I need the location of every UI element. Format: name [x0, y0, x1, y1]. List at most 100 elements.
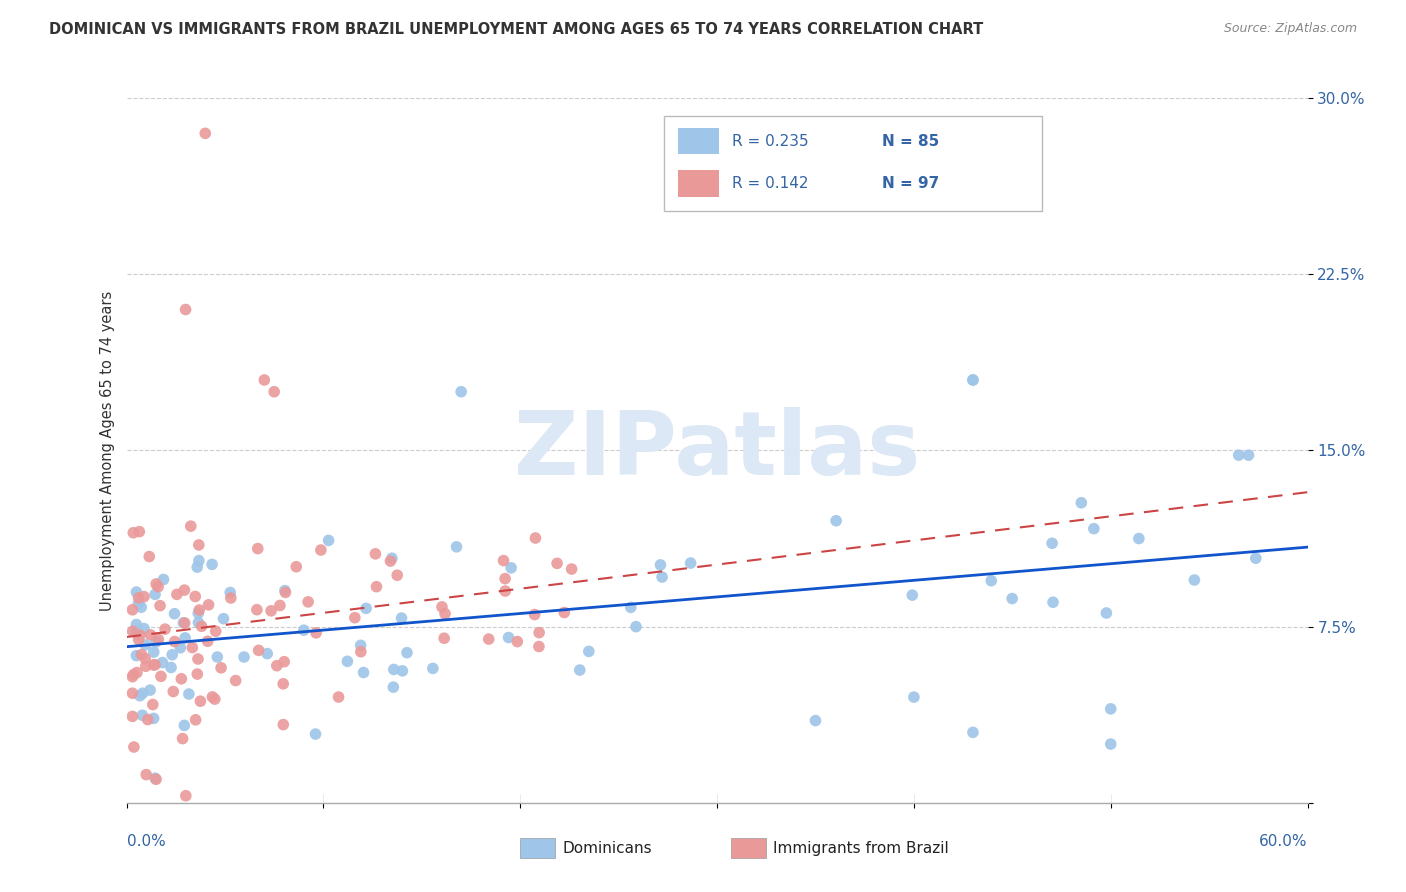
Point — [292, 623, 315, 637]
Point — [135, 767, 157, 781]
Point — [163, 634, 186, 648]
Point — [309, 543, 332, 558]
Point — [186, 667, 208, 681]
Point — [679, 556, 702, 570]
Point — [134, 638, 156, 652]
Point — [184, 590, 207, 604]
Point — [125, 617, 148, 632]
Point — [546, 557, 568, 571]
Point — [336, 654, 359, 668]
Point — [353, 665, 375, 680]
Point — [650, 558, 672, 572]
Point — [172, 731, 194, 746]
Point — [568, 663, 591, 677]
Point — [962, 373, 984, 387]
Point — [962, 373, 984, 387]
Point — [343, 610, 366, 624]
Point — [246, 603, 269, 617]
Point — [194, 127, 217, 141]
Point — [121, 686, 143, 700]
Text: 60.0%: 60.0% — [1260, 834, 1308, 849]
Point — [271, 717, 294, 731]
Point — [125, 648, 148, 663]
Point — [391, 611, 413, 625]
Point — [162, 684, 184, 698]
Point — [501, 561, 523, 575]
Point — [174, 302, 197, 317]
Point — [149, 669, 172, 683]
Point — [190, 619, 212, 633]
Point — [160, 660, 183, 674]
Point — [177, 687, 200, 701]
Text: Dominicans: Dominicans — [562, 841, 652, 855]
Point — [269, 599, 291, 613]
Point — [260, 604, 283, 618]
Point — [1095, 606, 1118, 620]
Point — [624, 620, 647, 634]
Point — [122, 739, 145, 754]
Point — [174, 789, 197, 803]
Point — [122, 667, 145, 681]
Text: N = 97: N = 97 — [883, 176, 939, 191]
Point — [253, 373, 276, 387]
Point — [122, 525, 145, 540]
Point — [523, 607, 546, 622]
Point — [149, 599, 172, 613]
Point — [364, 547, 387, 561]
Text: ZIPatlas: ZIPatlas — [515, 407, 920, 494]
Point — [169, 640, 191, 655]
Point — [382, 662, 405, 676]
Point — [143, 771, 166, 785]
Point — [134, 651, 156, 665]
Point — [1182, 573, 1205, 587]
Point — [1083, 522, 1105, 536]
Point — [271, 677, 294, 691]
Point — [305, 625, 328, 640]
Point — [125, 626, 148, 640]
Point — [350, 638, 373, 652]
Point — [143, 657, 166, 672]
Point — [187, 652, 209, 666]
Point — [274, 583, 297, 598]
Point — [247, 643, 270, 657]
Point — [129, 628, 152, 642]
Point — [190, 694, 212, 708]
Point — [395, 646, 418, 660]
Point — [962, 725, 984, 739]
Text: Immigrants from Brazil: Immigrants from Brazil — [773, 841, 949, 855]
Point — [1099, 737, 1122, 751]
Point — [651, 570, 673, 584]
Point — [166, 587, 188, 601]
Point — [380, 554, 402, 568]
Point — [494, 572, 516, 586]
Text: R = 0.235: R = 0.235 — [733, 134, 808, 149]
Point — [1099, 702, 1122, 716]
Point — [233, 650, 256, 665]
Point — [142, 711, 165, 725]
Point — [142, 658, 165, 673]
Text: R = 0.142: R = 0.142 — [733, 176, 808, 191]
Point — [219, 585, 242, 599]
Point — [131, 708, 153, 723]
Point — [804, 714, 827, 728]
Point — [263, 384, 285, 399]
Point — [391, 664, 413, 678]
Point — [433, 631, 456, 645]
Point — [201, 690, 224, 704]
Point — [145, 577, 167, 591]
Point — [125, 665, 148, 680]
Point — [434, 607, 457, 621]
Point — [201, 558, 224, 572]
Point — [620, 600, 643, 615]
Point — [132, 622, 155, 636]
Point — [132, 590, 155, 604]
Point — [494, 584, 516, 599]
FancyBboxPatch shape — [664, 116, 1042, 211]
Point — [188, 603, 211, 617]
Point — [187, 606, 209, 620]
Point — [135, 659, 157, 673]
Point — [506, 634, 529, 648]
Point — [174, 631, 197, 645]
Point — [152, 656, 174, 670]
Point — [1070, 496, 1092, 510]
